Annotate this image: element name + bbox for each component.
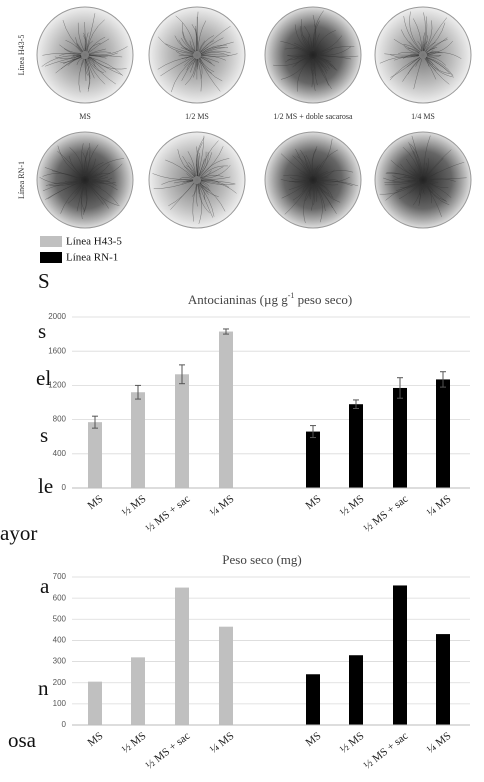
body-text-fragment: le bbox=[38, 474, 53, 498]
x-tick-label: ½ MS bbox=[120, 493, 149, 519]
petri-dish bbox=[374, 131, 472, 229]
row-label: Línea RN-1 bbox=[17, 161, 26, 199]
legend-swatch bbox=[40, 236, 62, 247]
error-bar bbox=[353, 399, 359, 409]
bar bbox=[349, 655, 363, 725]
bar bbox=[219, 626, 233, 725]
error-bar bbox=[179, 364, 185, 385]
x-tick-label: ½ MS + sac bbox=[144, 493, 193, 535]
legend-label: Línea H43-5 bbox=[66, 236, 122, 248]
x-tick-label: ¼ MS bbox=[208, 493, 237, 519]
column-label: MS bbox=[79, 112, 91, 121]
x-tick-label: ½ MS + sac bbox=[362, 493, 411, 535]
error-bar bbox=[440, 371, 446, 388]
root-hatching bbox=[41, 13, 128, 93]
photo-panel: Línea H43-5 Línea RN-1 MS 1/2 MS 1/2 MS + do… bbox=[17, 6, 472, 229]
x-tick-label: MS bbox=[85, 493, 105, 512]
body-text-fragment: a bbox=[40, 574, 50, 598]
bar bbox=[219, 331, 233, 488]
bar bbox=[131, 657, 145, 725]
y-tick-label: 1600 bbox=[48, 346, 66, 355]
x-tick-label: ¼ MS bbox=[208, 730, 237, 756]
y-tick-label: 700 bbox=[53, 572, 67, 581]
root-hatching bbox=[379, 11, 462, 90]
legend-swatch bbox=[40, 252, 62, 263]
body-text-fragment: ayor bbox=[0, 521, 37, 545]
bar bbox=[88, 422, 102, 488]
chart-title: Peso seco (mg) bbox=[222, 552, 301, 567]
bar bbox=[175, 374, 189, 488]
bar bbox=[393, 387, 407, 488]
x-tick-label: ½ MS + sac bbox=[144, 730, 193, 772]
body-text-fragment: osa bbox=[8, 728, 37, 752]
row-label: Línea H43-5 bbox=[17, 35, 26, 76]
petri-dish bbox=[374, 6, 472, 104]
y-tick-label: 800 bbox=[53, 415, 67, 424]
body-text-fragment: el bbox=[36, 366, 51, 390]
y-tick-label: 0 bbox=[62, 483, 67, 492]
legend-label: Línea RN-1 bbox=[66, 252, 118, 264]
error-bar bbox=[92, 415, 98, 429]
petri-dish bbox=[148, 6, 246, 104]
error-bar bbox=[310, 425, 316, 439]
x-tick-label: MS bbox=[303, 730, 323, 749]
root-hatching bbox=[39, 143, 124, 220]
body-text-fragment: S bbox=[38, 269, 50, 293]
column-label: 1/2 MS bbox=[185, 112, 209, 121]
y-tick-label: 100 bbox=[53, 699, 67, 708]
body-text-fragment: n bbox=[38, 676, 49, 700]
bar bbox=[436, 634, 450, 725]
title-superscript: -1 bbox=[288, 291, 295, 300]
y-tick-label: 2000 bbox=[48, 312, 66, 321]
root-hatching bbox=[157, 11, 238, 93]
y-tick-label: 500 bbox=[53, 614, 67, 623]
error-bar bbox=[397, 377, 403, 399]
y-tick-label: 0 bbox=[62, 720, 67, 729]
x-tick-label: ¼ MS bbox=[425, 730, 454, 756]
petri-dish bbox=[264, 131, 362, 229]
root-hatching bbox=[379, 135, 467, 217]
y-tick-label: 600 bbox=[53, 593, 67, 602]
root-hatching bbox=[152, 135, 237, 224]
body-text-fragment: s bbox=[38, 319, 46, 343]
error-bar bbox=[223, 328, 229, 335]
x-tick-label: ½ MS bbox=[338, 493, 367, 519]
bar bbox=[306, 674, 320, 725]
x-tick-label: ½ MS + sac bbox=[362, 730, 411, 772]
bar bbox=[131, 392, 145, 488]
title-part: peso seco) bbox=[294, 292, 352, 307]
y-tick-label: 200 bbox=[53, 678, 67, 687]
petri-dish bbox=[36, 6, 134, 104]
bar bbox=[349, 404, 363, 488]
bar bbox=[436, 379, 450, 488]
title-part: Antocianinas (µg g bbox=[188, 292, 288, 307]
x-tick-label: ½ MS bbox=[338, 730, 367, 756]
root-hatching bbox=[273, 10, 359, 92]
root-hatching bbox=[280, 138, 359, 224]
y-tick-label: 400 bbox=[53, 636, 67, 645]
bar bbox=[88, 681, 102, 725]
column-label: 1/4 MS bbox=[411, 112, 435, 121]
x-tick-label: MS bbox=[303, 493, 323, 512]
y-tick-label: 400 bbox=[53, 449, 67, 458]
petri-dish bbox=[148, 131, 246, 229]
y-tick-label: 1200 bbox=[48, 381, 66, 390]
x-tick-label: ¼ MS bbox=[425, 493, 454, 519]
petri-dish bbox=[264, 6, 362, 104]
error-bar bbox=[135, 384, 141, 400]
bar bbox=[175, 587, 189, 725]
x-tick-label: ½ MS bbox=[120, 730, 149, 756]
bar bbox=[306, 431, 320, 488]
petri-dish bbox=[36, 131, 134, 229]
x-tick-label: MS bbox=[85, 730, 105, 749]
column-label: 1/2 MS + doble sacarosa bbox=[273, 112, 353, 121]
y-tick-label: 300 bbox=[53, 657, 67, 666]
chart-title: Antocianinas (µg g-1 peso seco) bbox=[188, 291, 352, 307]
bar bbox=[393, 585, 407, 725]
body-text-fragment: s bbox=[40, 423, 48, 447]
